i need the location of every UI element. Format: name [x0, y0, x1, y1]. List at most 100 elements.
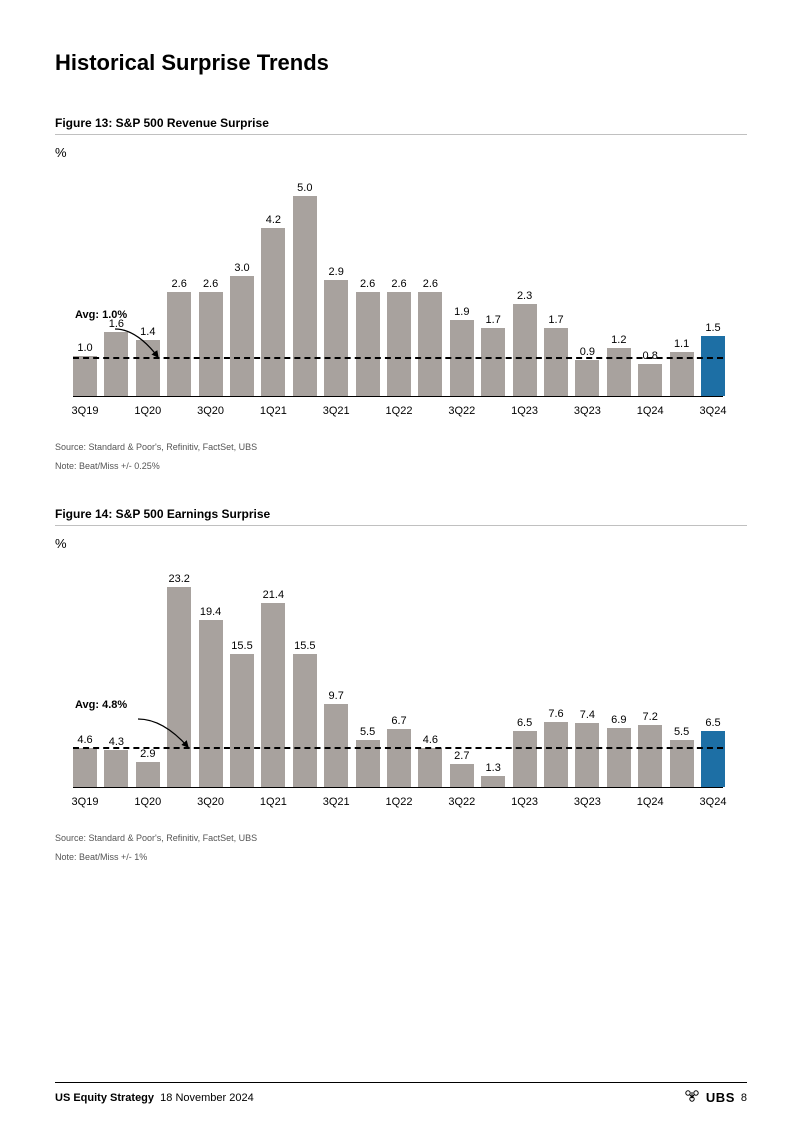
x-tick-label: 1Q23: [500, 796, 550, 808]
figure-rule: [55, 525, 747, 526]
bar-value-label: 15.5: [222, 640, 262, 652]
bar-value-label: 6.7: [379, 715, 419, 727]
bar-value-label: 4.2: [253, 214, 293, 226]
bar-value-label: 1.7: [536, 314, 576, 326]
bar: 2.6: [199, 292, 223, 396]
bar: 1.3: [481, 776, 505, 787]
bar: 6.7: [387, 729, 411, 787]
x-tick-label: 1Q21: [248, 405, 298, 417]
bar: 7.6: [544, 722, 568, 788]
chart2-source: Source: Standard & Poor's, Refinitiv, Fa…: [55, 832, 747, 845]
chart2-wrap: % 4.64.32.923.219.415.521.415.59.75.56.7…: [55, 536, 735, 826]
bar-value-label: 2.3: [505, 290, 545, 302]
chart1-y-label: %: [55, 145, 67, 160]
figure-14-title: Figure 14: S&P 500 Earnings Surprise: [55, 507, 747, 521]
bar-value-label: 7.2: [630, 711, 670, 723]
x-tick-label: 1Q20: [123, 405, 173, 417]
bar: 15.5: [230, 654, 254, 788]
bar: 7.2: [638, 725, 662, 787]
chart2-y-label: %: [55, 536, 67, 551]
chart1-wrap: % 1.01.61.42.62.63.04.25.02.92.62.62.61.…: [55, 145, 735, 435]
page-title: Historical Surprise Trends: [55, 50, 747, 76]
bar: 1.7: [544, 328, 568, 396]
bar-value-label: 23.2: [159, 573, 199, 585]
x-tick-label: 3Q24: [688, 405, 738, 417]
bar: 2.7: [450, 764, 474, 787]
page-footer: US Equity Strategy 18 November 2024 UBS …: [55, 1082, 747, 1106]
bar: 7.4: [575, 723, 599, 787]
bar: 19.4: [199, 620, 223, 787]
chart2-avg-line: [73, 747, 723, 749]
x-tick-label: 1Q24: [625, 405, 675, 417]
x-tick-label: 3Q19: [60, 796, 110, 808]
bar-value-label: 2.7: [442, 750, 482, 762]
x-tick-label: 3Q21: [311, 796, 361, 808]
bar-value-label: 1.3: [473, 762, 513, 774]
bar: 1.4: [136, 340, 160, 396]
bar-value-label: 2.6: [410, 278, 450, 290]
bar: 15.5: [293, 654, 317, 788]
x-tick-label: 3Q23: [562, 796, 612, 808]
page-number: 8: [741, 1092, 747, 1104]
bar: 2.6: [356, 292, 380, 396]
bar-value-label: 3.0: [222, 262, 262, 274]
bar: 1.6: [104, 332, 128, 396]
bar: 2.9: [136, 762, 160, 787]
ubs-keys-icon: [684, 1089, 700, 1106]
x-tick-label: 1Q22: [374, 405, 424, 417]
x-tick-label: 3Q21: [311, 405, 361, 417]
chart2-avg-label: Avg: 4.8%: [75, 699, 127, 711]
figure-13-title: Figure 13: S&P 500 Revenue Surprise: [55, 116, 747, 130]
bar-value-label: 1.2: [599, 334, 639, 346]
x-tick-label: 3Q23: [562, 405, 612, 417]
bar-value-label: 2.9: [316, 266, 356, 278]
bar: 4.3: [104, 750, 128, 787]
x-tick-label: 3Q22: [437, 405, 487, 417]
x-tick-label: 1Q24: [625, 796, 675, 808]
chart2-note: Note: Beat/Miss +/- 1%: [55, 851, 747, 864]
bar: 2.9: [324, 280, 348, 396]
chart1-avg-label: Avg: 1.0%: [75, 309, 127, 321]
ubs-logo: UBS: [706, 1090, 735, 1105]
bar: 2.6: [167, 292, 191, 396]
figure-14: Figure 14: S&P 500 Earnings Surprise % 4…: [55, 507, 747, 863]
bar-value-label: 9.7: [316, 690, 356, 702]
chart1-source: Source: Standard & Poor's, Refinitiv, Fa…: [55, 441, 747, 454]
bar: 23.2: [167, 587, 191, 787]
bar: 2.6: [418, 292, 442, 396]
bar-value-label: 6.5: [693, 717, 733, 729]
bar: 1.0: [73, 356, 97, 396]
footer-left: US Equity Strategy 18 November 2024: [55, 1092, 254, 1104]
bar-value-label: 2.6: [191, 278, 231, 290]
bar: 2.3: [513, 304, 537, 396]
bar: 6.5: [701, 731, 725, 787]
x-tick-label: 3Q20: [186, 796, 236, 808]
chart2-x-labels: 3Q191Q203Q201Q213Q211Q223Q221Q233Q231Q24…: [73, 796, 723, 816]
bar-value-label: 1.7: [473, 314, 513, 326]
chart2-plot: 4.64.32.923.219.415.521.415.59.75.56.74.…: [73, 558, 723, 788]
figure-rule: [55, 134, 747, 135]
bar-value-label: 1.0: [65, 342, 105, 354]
x-tick-label: 1Q22: [374, 796, 424, 808]
footer-right: UBS 8: [684, 1089, 747, 1106]
bar: 0.8: [638, 364, 662, 396]
x-tick-label: 3Q19: [60, 405, 110, 417]
chart1-avg-line: [73, 357, 723, 359]
bar: 6.9: [607, 728, 631, 787]
bar: 9.7: [324, 704, 348, 788]
bar: 1.5: [701, 336, 725, 396]
bar: 6.5: [513, 731, 537, 787]
bar-value-label: 4.6: [410, 734, 450, 746]
footer-date: 18 November 2024: [160, 1092, 254, 1104]
bar-value-label: 1.1: [662, 338, 702, 350]
bar: 2.6: [387, 292, 411, 396]
x-tick-label: 3Q22: [437, 796, 487, 808]
bar-value-label: 1.5: [693, 322, 733, 334]
bar: 4.6: [73, 748, 97, 788]
figure-13: Figure 13: S&P 500 Revenue Surprise % 1.…: [55, 116, 747, 472]
bar: 4.2: [261, 228, 285, 396]
bar: 3.0: [230, 276, 254, 396]
bar-value-label: 0.8: [630, 350, 670, 362]
x-tick-label: 1Q21: [248, 796, 298, 808]
footer-title: US Equity Strategy: [55, 1092, 154, 1104]
